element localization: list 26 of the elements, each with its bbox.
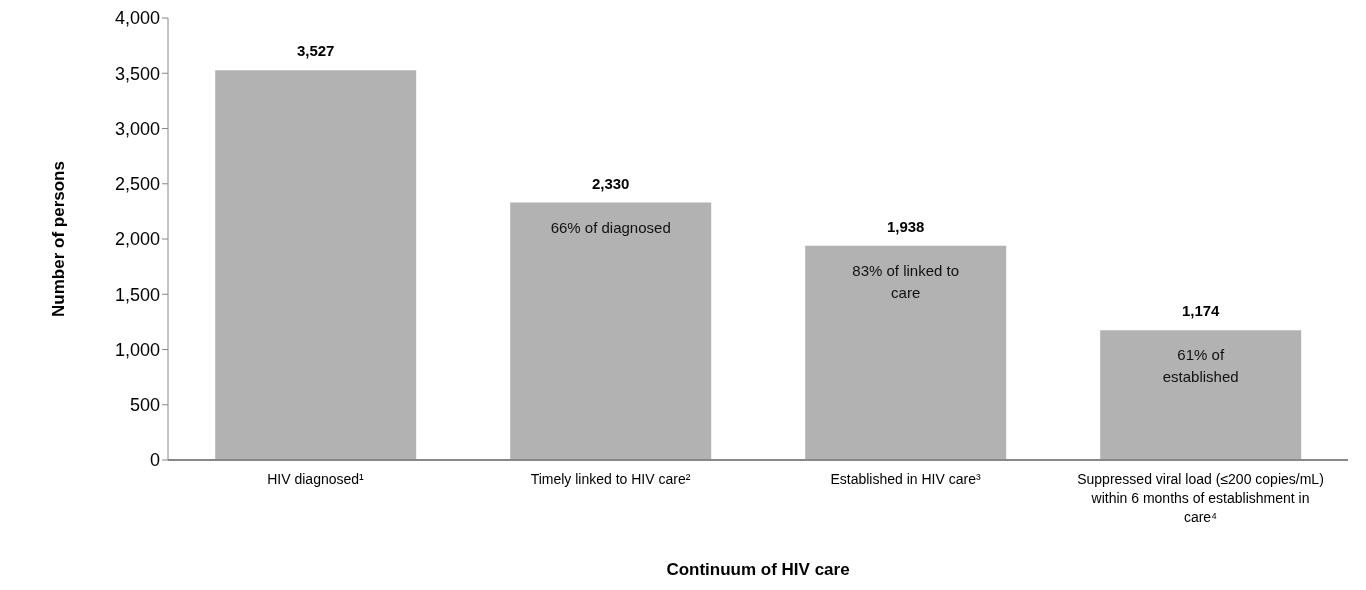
data-label: 1,938	[886, 217, 925, 235]
x-tick-label: Timely linked to HIV care²	[530, 471, 691, 487]
data-label: 3,527	[296, 42, 335, 60]
bar	[1100, 330, 1302, 460]
y-axis-title: Number of persons	[49, 161, 69, 317]
annotation: 61% of established	[1162, 346, 1239, 386]
annotation: 83% of linked to care	[852, 261, 960, 301]
y-tick-label: 3,000	[114, 118, 160, 139]
x-axis-title: Continuum of HIV care	[666, 560, 850, 579]
y-tick-label: 2,000	[114, 229, 160, 250]
annotation: 66% of diagnosed	[550, 218, 671, 236]
x-tick-label: HIV diagnosed¹	[267, 471, 365, 487]
x-tick-label: Established in HIV care³	[830, 471, 981, 487]
x-tick-label: Suppressed viral load (≤200 copies/mL) within 6 months of establishment in care⁴	[1077, 471, 1324, 525]
bar	[215, 70, 417, 460]
y-tick-label: 4,000	[114, 8, 160, 29]
y-tick-label: 1,000	[114, 339, 160, 360]
y-tick-label: 1,500	[114, 284, 160, 305]
y-tick-label: 500	[129, 395, 160, 416]
bar	[510, 202, 712, 460]
y-tick-label: 0	[149, 450, 160, 471]
bar	[805, 245, 1007, 460]
y-tick-label: 2,500	[114, 174, 160, 195]
data-label: 2,330	[591, 174, 630, 192]
data-label: 1,174	[1181, 302, 1221, 320]
y-tick-label: 3,500	[114, 63, 160, 84]
